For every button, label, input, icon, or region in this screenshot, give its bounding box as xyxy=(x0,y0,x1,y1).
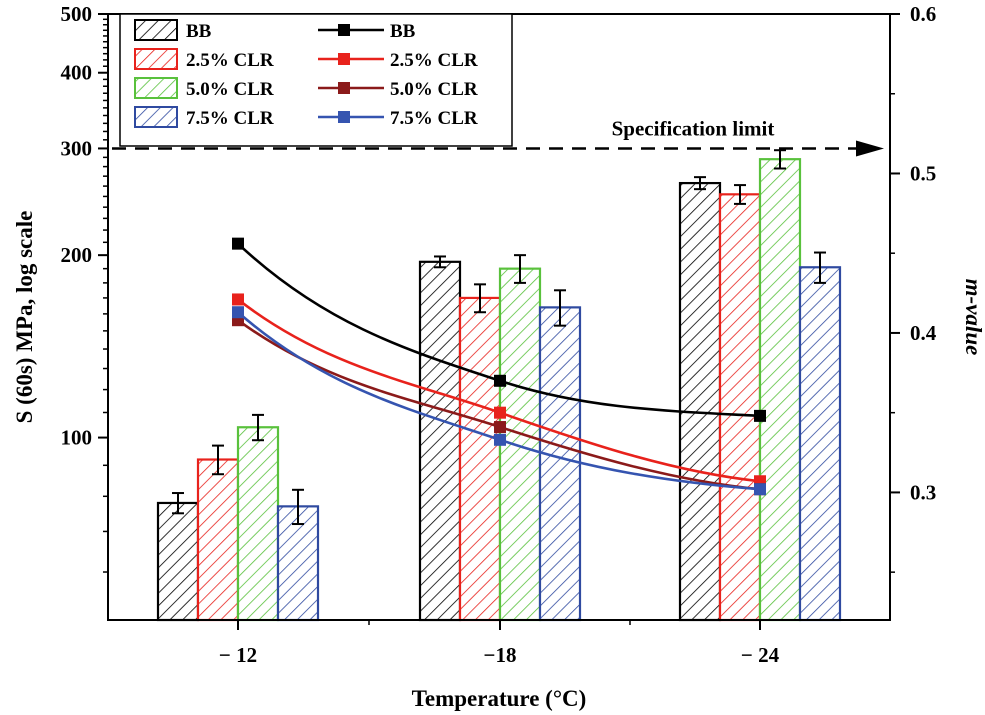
y2-axis-title: m-value xyxy=(961,279,985,356)
error-bar-7-5-clr-1 xyxy=(554,289,566,327)
legend-label-bar-bb: BB xyxy=(186,21,212,42)
legend-label-line-7-5-clr: 7.5% CLR xyxy=(390,108,478,129)
y2-tick-label-1: 0.4 xyxy=(910,321,937,345)
spec-limit-arrow xyxy=(856,140,884,157)
marker-7-5-clr-2 xyxy=(754,483,766,496)
x-tick-label-0: − 12 xyxy=(219,643,257,667)
bar-2-5-clr-1 xyxy=(458,296,502,622)
bar-5-0-clr-2 xyxy=(758,158,802,622)
annotation-layer: Specification limit xyxy=(112,116,884,157)
legend-label-bar-2-5-clr: 2.5% CLR xyxy=(186,50,274,71)
marker-2-5-clr-1 xyxy=(494,406,506,419)
legend: BB 2.5% CLR 5.0% CLR 7.5% CLR BB 2.5% CLR 5.0%… xyxy=(119,13,513,147)
legend-label-bar-7-5-clr: 7.5% CLR xyxy=(186,108,274,129)
y-tick-label-400: 400 xyxy=(61,61,93,85)
error-bar-bb-0 xyxy=(172,492,184,515)
legend-label-bar-5-0-clr: 5.0% CLR xyxy=(186,79,274,100)
legend-swatch-line-5-0-clr xyxy=(318,82,384,94)
marker-bb-2 xyxy=(754,409,766,422)
error-bar-2-5-clr-0 xyxy=(212,444,224,476)
y2-tick-label-0: 0.3 xyxy=(910,480,936,504)
spec-limit-label: Specification limit xyxy=(612,116,775,140)
y-tick-label-100: 100 xyxy=(61,426,93,450)
error-bar-5-0-clr-0 xyxy=(252,413,264,442)
marker-bb-1 xyxy=(494,374,506,387)
x-tick-label-1: −18 xyxy=(484,643,517,667)
marker-5-0-clr-1 xyxy=(494,421,506,434)
bar-2-5-clr-2 xyxy=(718,193,762,622)
x-axis-title: Temperature (°C) xyxy=(412,686,587,711)
marker-2-5-clr-0 xyxy=(232,293,244,306)
legend-box xyxy=(119,13,513,147)
marker-bb-0 xyxy=(232,237,244,250)
legend-swatch-bar-7-5-clr xyxy=(134,106,178,128)
marker-7-5-clr-1 xyxy=(494,433,506,446)
error-bar-5-0-clr-1 xyxy=(514,254,526,284)
axes-layer: 100 200 300 400 500 0.3 0.4 0.5 0.6 − 12 −18 − 24 Te… xyxy=(12,2,985,711)
bar-bb-2 xyxy=(678,181,722,622)
error-bar-2-5-clr-2 xyxy=(734,184,746,205)
bar-7-5-clr-1 xyxy=(538,306,582,622)
bars-layer xyxy=(156,158,842,622)
error-bar-bb-1 xyxy=(434,255,446,269)
legend-swatch-line-7-5-clr xyxy=(318,111,384,123)
error-bar-7-5-clr-2 xyxy=(814,251,826,284)
error-bar-bb-2 xyxy=(694,176,706,191)
bar-7-5-clr-2 xyxy=(798,266,842,622)
legend-swatch-line-2-5-clr xyxy=(318,53,384,65)
y-tick-label-200: 200 xyxy=(61,243,93,267)
error-bar-5-0-clr-2 xyxy=(774,149,786,170)
bar-5-0-clr-0 xyxy=(236,426,280,622)
y2-tick-label-2: 0.5 xyxy=(910,161,936,185)
y2-tick-label-3: 0.6 xyxy=(910,2,936,26)
error-bar-7-5-clr-0 xyxy=(292,488,304,526)
error-bars-layer xyxy=(172,149,826,526)
y-axis-title: S (60s) MPa, log scale xyxy=(12,211,37,424)
legend-label-line-bb: BB xyxy=(390,21,416,42)
bar-bb-1 xyxy=(418,260,462,622)
bar-bb-0 xyxy=(156,501,200,622)
y-tick-label-300: 300 xyxy=(61,136,93,160)
marker-7-5-clr-0 xyxy=(232,306,244,319)
legend-swatch-line-bb xyxy=(318,24,384,36)
lines-layer xyxy=(232,237,766,496)
legend-swatch-bar-2-5-clr xyxy=(134,48,178,70)
legend-swatch-bar-5-0-clr xyxy=(134,77,178,99)
bar-2-5-clr-0 xyxy=(196,458,240,622)
y-tick-label-500: 500 xyxy=(61,2,93,26)
error-bar-2-5-clr-1 xyxy=(474,283,486,314)
x-tick-label-2: − 24 xyxy=(741,643,780,667)
legend-label-line-5-0-clr: 5.0% CLR xyxy=(390,79,478,100)
legend-label-line-2-5-clr: 2.5% CLR xyxy=(390,50,478,71)
legend-swatch-bar-bb xyxy=(134,19,178,41)
